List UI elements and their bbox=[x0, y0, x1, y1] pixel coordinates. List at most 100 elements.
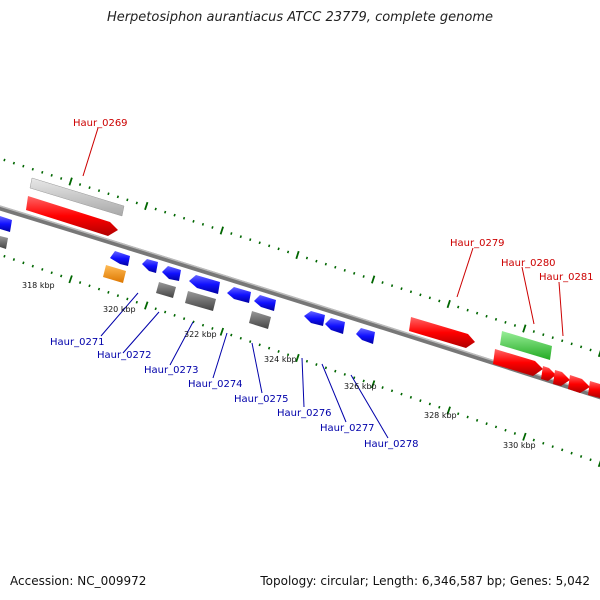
label-haur-0276: Haur_0276 bbox=[277, 408, 332, 419]
minor-tick bbox=[78, 183, 82, 186]
scale-label-318: 318 kbp bbox=[22, 281, 55, 290]
minor-tick bbox=[419, 293, 422, 297]
major-tick bbox=[446, 406, 451, 415]
gene-haur-0274 bbox=[227, 287, 251, 303]
major-tick bbox=[144, 301, 149, 310]
major-tick bbox=[370, 380, 376, 389]
minor-tick bbox=[31, 167, 34, 171]
minor-tick bbox=[97, 189, 101, 193]
minor-tick bbox=[315, 259, 318, 263]
major-tick bbox=[597, 460, 600, 468]
minor-tick bbox=[353, 376, 356, 380]
minor-tick bbox=[343, 373, 346, 376]
minor-tick bbox=[60, 274, 63, 278]
scale-label-320: 320 kbp bbox=[103, 305, 136, 314]
scale-labels: 318 kbp 320 kbp 322 kbp 324 kbp 326 kbp … bbox=[22, 281, 536, 450]
minor-tick bbox=[192, 320, 195, 324]
minor-tick bbox=[249, 340, 252, 343]
minor-tick bbox=[50, 173, 53, 177]
minor-tick bbox=[154, 307, 157, 311]
minor-tick bbox=[475, 418, 479, 422]
minor-tick bbox=[239, 235, 242, 239]
minor-tick bbox=[3, 158, 6, 162]
major-tick bbox=[68, 177, 73, 186]
label-haur-0269: Haur_0269 bbox=[73, 118, 128, 129]
major-tick bbox=[371, 275, 376, 284]
gene-haur-0279 bbox=[409, 317, 475, 348]
minor-tick bbox=[513, 324, 517, 327]
minor-tick bbox=[504, 320, 507, 324]
minor-tick bbox=[438, 405, 441, 409]
major-tick bbox=[219, 327, 225, 336]
minor-tick bbox=[475, 311, 479, 315]
minor-tick bbox=[249, 238, 252, 242]
minor-tick bbox=[154, 207, 157, 211]
minor-tick bbox=[277, 350, 280, 353]
minor-tick bbox=[409, 290, 413, 294]
minor-tick bbox=[78, 281, 82, 284]
minor-tick bbox=[532, 438, 535, 442]
minor-tick bbox=[211, 327, 214, 330]
minor-tick bbox=[438, 299, 441, 303]
major-tick bbox=[522, 432, 527, 441]
pseudo-0273 bbox=[185, 291, 216, 311]
gene-small-a bbox=[541, 366, 556, 381]
minor-tick bbox=[400, 287, 403, 291]
label-haur-0280: Haur_0280 bbox=[501, 258, 556, 269]
minor-tick bbox=[343, 268, 346, 272]
minor-tick bbox=[182, 216, 186, 220]
minor-tick bbox=[466, 308, 469, 312]
minor-tick bbox=[494, 317, 498, 321]
forward-gene-labels: Haur_0269 Haur_0279 Haur_0280 Haur_0281 bbox=[73, 118, 594, 283]
gene-haur-0278 bbox=[356, 328, 375, 344]
gene-haur-0275 bbox=[254, 295, 276, 311]
outer-tick-row bbox=[3, 158, 600, 358]
minor-tick bbox=[116, 195, 120, 199]
minor-tick bbox=[532, 330, 535, 333]
gene-haur-0276 bbox=[304, 311, 325, 326]
map-title: Herpetosiphon aurantiacus ATCC 23779, co… bbox=[106, 10, 494, 25]
minor-tick bbox=[258, 343, 261, 347]
forward-leader-lines bbox=[82, 127, 564, 337]
minor-tick bbox=[551, 336, 554, 340]
major-tick bbox=[219, 226, 224, 235]
minor-tick bbox=[88, 186, 91, 190]
minor-tick bbox=[116, 294, 120, 298]
gene-haur-0280 bbox=[493, 349, 543, 376]
green-feature-0280 bbox=[500, 331, 552, 360]
major-tick bbox=[68, 275, 73, 284]
minor-tick bbox=[41, 268, 44, 271]
minor-tick bbox=[12, 161, 16, 165]
minor-tick bbox=[457, 412, 460, 416]
label-haur-0275: Haur_0275 bbox=[234, 394, 289, 405]
minor-tick bbox=[12, 258, 16, 261]
minor-tick bbox=[230, 333, 233, 337]
gray-feature-0269 bbox=[29, 177, 125, 217]
major-tick bbox=[144, 201, 149, 211]
minor-tick bbox=[41, 170, 44, 174]
minor-tick bbox=[561, 339, 564, 343]
gene-haur-0270 bbox=[110, 251, 130, 266]
gene-haur-0281 bbox=[588, 381, 600, 398]
major-tick bbox=[295, 250, 300, 260]
minor-tick bbox=[589, 348, 592, 352]
minor-tick bbox=[126, 297, 129, 301]
scale-label-330: 330 kbp bbox=[503, 441, 536, 450]
minor-tick bbox=[277, 247, 280, 251]
minor-tick bbox=[362, 275, 365, 278]
major-tick bbox=[597, 350, 600, 358]
label-haur-0272: Haur_0272 bbox=[97, 350, 152, 361]
minor-tick bbox=[286, 250, 290, 254]
minor-tick bbox=[305, 359, 309, 363]
label-haur-0277: Haur_0277 bbox=[320, 423, 375, 434]
gene-small-c bbox=[568, 375, 590, 393]
minor-tick bbox=[362, 379, 365, 383]
minor-tick bbox=[201, 222, 205, 226]
minor-tick bbox=[239, 336, 242, 340]
scale-label-326: 326 kbp bbox=[344, 382, 377, 391]
scale-label-328: 328 kbp bbox=[424, 411, 457, 420]
minor-tick bbox=[60, 177, 63, 180]
minor-tick bbox=[570, 451, 573, 455]
minor-tick bbox=[561, 448, 564, 452]
